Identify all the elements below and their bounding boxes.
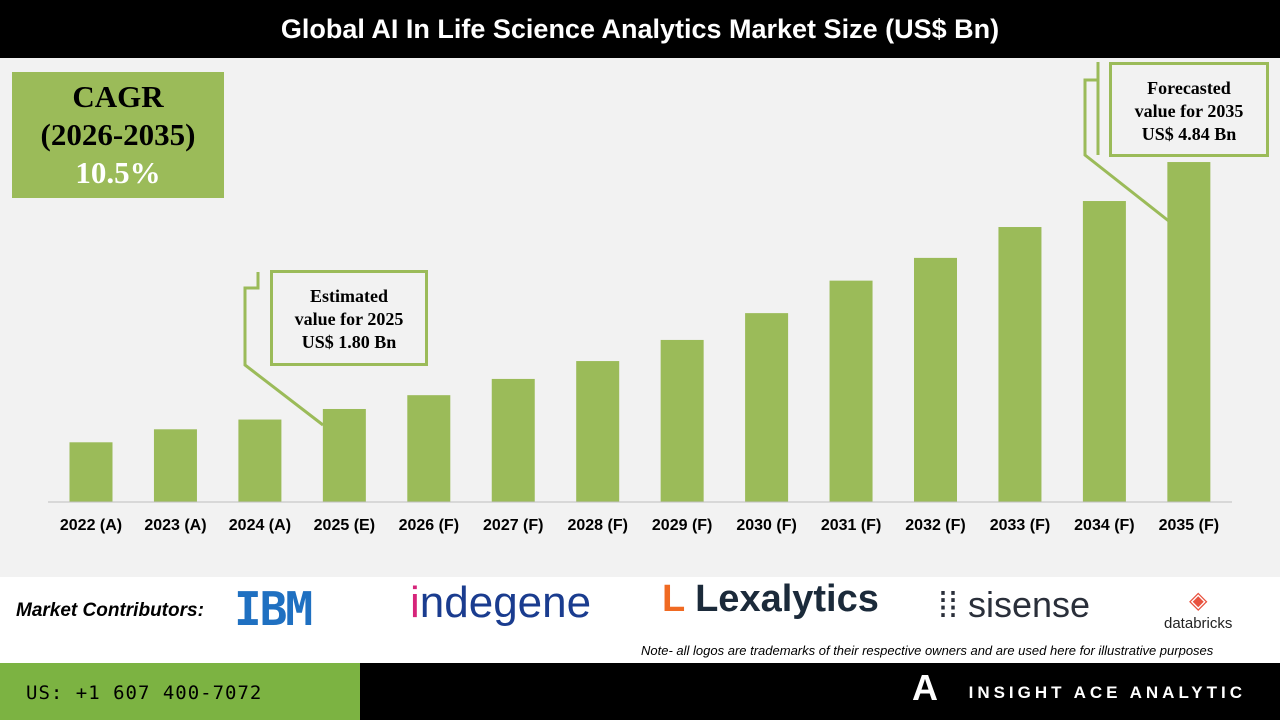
sisense-logo: ⁞⁞ sisense: [938, 584, 1091, 625]
x-tick-label: 2030 (F): [736, 517, 796, 534]
cagr-label: CAGR: [72, 79, 164, 114]
bar-2028 (F): [576, 361, 620, 502]
brand-name: INSIGHT ACE ANALYTIC: [968, 683, 1246, 702]
databricks-logo: ◈ databricks: [1164, 587, 1233, 632]
ibm-logo: IBM: [234, 582, 313, 636]
bar-2030 (F): [745, 313, 789, 502]
bar-2033 (F): [998, 227, 1042, 502]
bar-2025 (E): [322, 408, 366, 502]
x-tick-label: 2035 (F): [1159, 517, 1219, 534]
x-tick-label: 2033 (F): [990, 517, 1050, 534]
callout-line: Forecasted: [1147, 78, 1231, 98]
cagr-value: 10.5%: [75, 155, 161, 190]
bar-2024 (A): [238, 419, 282, 502]
callout-line: value for 2035: [1134, 101, 1244, 121]
phone-number: US: +1 607 400-7072: [0, 663, 360, 720]
bar-2034 (F): [1082, 201, 1126, 502]
x-tick-label: 2023 (A): [144, 517, 206, 534]
bar-2027 (F): [491, 378, 535, 502]
x-tick-label: 2032 (F): [905, 517, 965, 534]
estimated-callout: Estimated value for 2025 US$ 1.80 Bn: [270, 270, 428, 366]
x-tick-label: 2022 (A): [60, 517, 122, 534]
brand-logo-icon: A: [912, 667, 938, 708]
chart-title: Global AI In Life Science Analytics Mark…: [0, 0, 1280, 58]
lexalytics-logo: L Lexalytics: [662, 578, 879, 620]
brand-bar: A INSIGHT ACE ANALYTIC: [360, 663, 1280, 720]
cagr-period: (2026-2035): [40, 117, 196, 152]
callout-line: US$ 1.80 Bn: [301, 332, 397, 352]
trademark-note: Note- all logos are trademarks of their …: [641, 643, 1214, 658]
bar-2032 (F): [914, 257, 957, 502]
callout-line: US$ 4.84 Bn: [1141, 124, 1237, 144]
cagr-box: CAGR (2026-2035) 10.5%: [12, 72, 224, 198]
forecasted-callout: Forecasted value for 2035 US$ 4.84 Bn: [1109, 62, 1269, 157]
bar-2023 (A): [153, 429, 197, 502]
bar-2029 (F): [660, 339, 704, 502]
callout-line: value for 2025: [294, 309, 404, 329]
x-tick-label: 2034 (F): [1074, 517, 1134, 534]
x-tick-label: 2024 (A): [229, 517, 291, 534]
forecast-callout-connector: [1083, 78, 1171, 224]
bar-2022 (A): [69, 442, 113, 502]
x-tick-label: 2025 (E): [314, 517, 375, 534]
x-tick-label: 2026 (F): [399, 517, 459, 534]
bar-2026 (F): [407, 395, 451, 502]
callout-line: Estimated: [310, 286, 388, 306]
indegene-logo: indegene: [410, 578, 592, 627]
x-tick-label: 2031 (F): [821, 517, 881, 534]
x-tick-label: 2027 (F): [483, 517, 543, 534]
x-tick-label: 2029 (F): [652, 517, 712, 534]
bar-2031 (F): [829, 280, 873, 502]
estimated-callout-connector: [243, 272, 324, 427]
x-tick-label: 2028 (F): [567, 517, 627, 534]
bar-2035 (F): [1167, 162, 1211, 502]
market-contributors-label: Market Contributors:: [16, 600, 204, 621]
